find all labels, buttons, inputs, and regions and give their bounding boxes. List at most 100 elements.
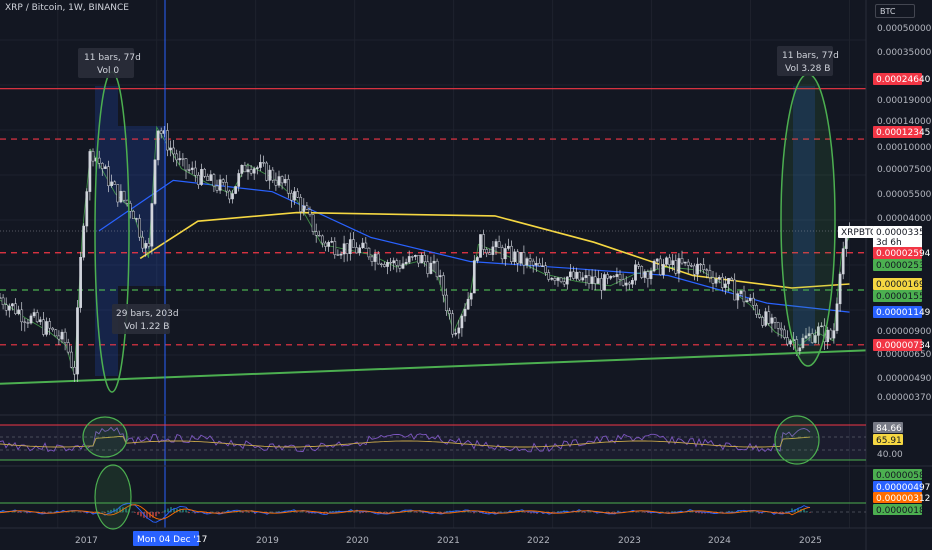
candle-body bbox=[556, 277, 560, 281]
candle-body bbox=[420, 254, 423, 264]
tag-bg bbox=[873, 73, 922, 85]
macd-hist-bar bbox=[146, 512, 148, 519]
time-label: 2023 bbox=[618, 536, 641, 546]
candle-body bbox=[817, 326, 820, 336]
range-box-1 bbox=[95, 86, 118, 376]
candle-body bbox=[618, 274, 622, 280]
candle-body bbox=[32, 312, 36, 317]
candle-body bbox=[4, 304, 8, 311]
rsi-ma-line bbox=[0, 435, 811, 448]
candle-body bbox=[35, 312, 39, 323]
price-axis[interactable]: 0.00050000 0.00035000 0.00019000 0.00014… bbox=[877, 24, 932, 403]
candle-body bbox=[680, 258, 684, 264]
price-label: 0.00014000 bbox=[877, 117, 932, 127]
candle-body bbox=[395, 260, 399, 266]
macd-hist-bar bbox=[530, 512, 532, 514]
candle-body bbox=[491, 246, 495, 255]
candle-body bbox=[14, 303, 17, 314]
macd-hist-bar bbox=[644, 512, 646, 513]
candle-body bbox=[345, 243, 349, 254]
macd-hist-bar bbox=[71, 511, 73, 513]
candle-body bbox=[69, 351, 73, 368]
candle-body bbox=[578, 271, 582, 281]
macd-hist-bar bbox=[497, 512, 499, 513]
tag-bg bbox=[873, 126, 922, 138]
macd-hist-bar bbox=[551, 512, 553, 513]
time-axis[interactable]: 2017 2019 2020 2021 2022 2023 2024 2025 … bbox=[75, 531, 822, 546]
macd-hist-bar bbox=[488, 512, 490, 515]
candle-body bbox=[702, 264, 706, 270]
candle-body bbox=[290, 192, 293, 201]
macd-hist-bar bbox=[581, 512, 583, 513]
candle-body bbox=[280, 176, 284, 184]
candle-body bbox=[404, 261, 408, 264]
macd-hist-bar bbox=[167, 508, 169, 513]
macd-hist-bar bbox=[806, 511, 808, 513]
macd-hist-bar bbox=[737, 510, 739, 513]
tag-bg bbox=[873, 492, 922, 503]
candle-body bbox=[330, 241, 334, 243]
candle-body bbox=[609, 275, 613, 279]
tag-bg bbox=[873, 434, 903, 445]
macd-hist-bar bbox=[758, 512, 760, 514]
macd-hist-bar bbox=[17, 512, 19, 513]
macd-hist-bar bbox=[218, 512, 220, 514]
candle-body bbox=[562, 281, 566, 285]
currency-button[interactable]: BTC bbox=[875, 4, 915, 18]
macd-hist-bar bbox=[50, 511, 52, 513]
candle-body bbox=[401, 263, 405, 269]
macd-hist-bar bbox=[698, 512, 700, 514]
time-label: 2020 bbox=[346, 536, 369, 546]
candle-body bbox=[553, 278, 557, 281]
candle-body bbox=[231, 193, 234, 200]
rsi-band bbox=[0, 425, 866, 460]
macd-hist-bar bbox=[611, 512, 613, 513]
candle-body bbox=[600, 278, 603, 291]
range-box-3 bbox=[793, 86, 815, 346]
tag-bg bbox=[873, 290, 922, 302]
candle-body bbox=[82, 225, 86, 258]
price-label: 0.00050000 bbox=[877, 24, 932, 34]
candle-body bbox=[100, 163, 104, 169]
macd-hist-bar bbox=[779, 512, 781, 514]
rsi-pane bbox=[0, 415, 866, 465]
candle-body bbox=[274, 179, 278, 186]
annotation-box bbox=[112, 304, 170, 334]
rsi-axis: 84.66 65.91 40.00 bbox=[873, 422, 903, 460]
candle-body bbox=[277, 176, 281, 186]
candle-body bbox=[720, 277, 724, 288]
candle-body bbox=[482, 234, 485, 250]
candle-body bbox=[17, 309, 20, 314]
candle-body bbox=[751, 297, 755, 306]
candle-body bbox=[414, 254, 417, 257]
candle-body bbox=[693, 265, 696, 275]
candle-body bbox=[717, 277, 721, 280]
candle-body bbox=[569, 271, 572, 278]
candle-body bbox=[662, 264, 665, 275]
candle-body bbox=[522, 252, 526, 266]
candle-body bbox=[398, 264, 402, 269]
macd-hist-bar bbox=[446, 510, 448, 513]
macd-axis: 0.00000583 0.00000497 0.00000312 0.00000… bbox=[873, 469, 930, 516]
macd-hist-bar bbox=[137, 512, 139, 515]
candle-body bbox=[457, 327, 461, 334]
macd-hist-bar bbox=[131, 511, 133, 513]
symbol-header[interactable]: XRP / Bitcoin, 1W, BINANCE bbox=[5, 3, 129, 13]
candle-body bbox=[42, 319, 45, 335]
candle-body bbox=[711, 277, 715, 284]
macd-hist-bar bbox=[713, 512, 715, 514]
candle-body bbox=[807, 333, 811, 337]
macd-hist-bar bbox=[527, 512, 529, 513]
macd-hist-bar bbox=[242, 512, 244, 513]
candle-body bbox=[432, 260, 436, 264]
candle-body bbox=[429, 262, 433, 274]
candle-body bbox=[500, 247, 504, 260]
candle-body bbox=[519, 252, 523, 264]
candle-body bbox=[789, 340, 792, 345]
candle-body bbox=[671, 260, 675, 266]
macd-hist-bar bbox=[809, 512, 811, 513]
candle-body bbox=[503, 248, 507, 260]
macd-hist-bar bbox=[701, 512, 703, 514]
